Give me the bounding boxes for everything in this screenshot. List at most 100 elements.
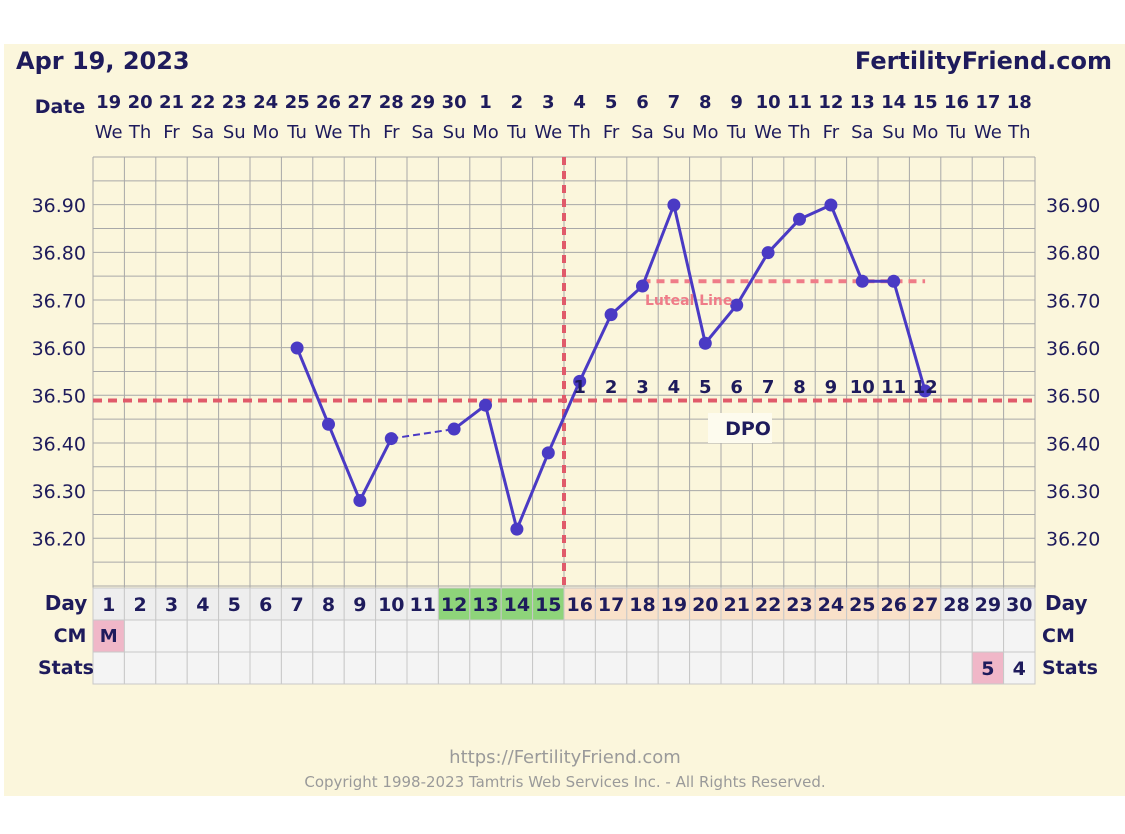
- stats-cell: [92, 651, 125, 685]
- day-cell: [469, 587, 502, 621]
- day-number: 13: [472, 594, 498, 616]
- temperature-point: [384, 432, 398, 446]
- weekday-label: Sa: [851, 122, 873, 143]
- y-tick-label-right: 36.20: [1046, 529, 1100, 551]
- stats-cell: [280, 651, 314, 685]
- dpo-numbers: 1 2 3 4 5 6 7 8 9 10 11 12: [573, 377, 937, 398]
- weekday-label: Mo: [252, 122, 279, 143]
- date-label: 4: [573, 92, 586, 113]
- y-tick-label-left: 36.70: [32, 290, 86, 312]
- dpo-number: 8: [793, 377, 806, 398]
- weekday-label: Sa: [411, 122, 433, 143]
- temperature-point: [636, 279, 649, 293]
- day-number: 19: [661, 594, 687, 616]
- weekday-label: Fr: [823, 122, 840, 143]
- day-number: 24: [818, 594, 844, 616]
- y-tick-label-left: 36.60: [32, 338, 86, 360]
- y-tick-label-left: 36.20: [32, 529, 86, 551]
- dpo-number: 1: [573, 377, 586, 398]
- day-cell: [92, 587, 125, 621]
- temperature-line-segment: [892, 280, 927, 392]
- weekday-label: We: [95, 122, 123, 143]
- date-label: 20: [128, 92, 153, 113]
- temperature-point: [290, 341, 304, 355]
- date-label: 30: [442, 92, 467, 113]
- stats-cell: [814, 651, 848, 685]
- cm-cell: [469, 619, 502, 653]
- day-number: 5: [228, 594, 241, 616]
- weekday-label: Th: [787, 122, 810, 143]
- temperature-line-segment: [327, 423, 362, 502]
- weekday-label: Su: [443, 122, 466, 143]
- cm-cell: [626, 619, 659, 653]
- cm-cell: [312, 619, 345, 653]
- date-label: 7: [668, 92, 681, 113]
- cm-cell: [532, 619, 565, 653]
- stats-cell: [312, 651, 345, 685]
- weekday-label: Th: [348, 122, 371, 143]
- day-number: 29: [975, 594, 1001, 616]
- weekday-label: Fr: [383, 122, 400, 143]
- day-number: 17: [598, 594, 624, 616]
- day-cell: [689, 587, 722, 621]
- temperature-point: [761, 246, 775, 260]
- luteal-line-label: Luteal Line: [645, 293, 732, 309]
- stats-cell: [1003, 651, 1036, 685]
- cm-cell: [249, 619, 282, 653]
- y-tick-label-right: 36.30: [1046, 481, 1100, 503]
- stats-cell: [846, 651, 879, 685]
- weekday-label: Mo: [692, 122, 719, 143]
- stats-cell: [500, 651, 534, 685]
- day-cell: [908, 587, 942, 621]
- cm-cell: [343, 619, 377, 653]
- cm-cell: [500, 619, 534, 653]
- day-number: 11: [409, 594, 435, 616]
- day-number: 14: [504, 594, 530, 616]
- dpo-number: 7: [762, 377, 775, 398]
- weekday-label: Th: [128, 122, 151, 143]
- day-number: 16: [566, 594, 592, 616]
- temperature-line-segment: [641, 204, 676, 287]
- day-number: 23: [786, 594, 812, 616]
- temperature-line-segment: [546, 380, 582, 454]
- weekday-label: Th: [1007, 122, 1030, 143]
- y-tick-label-right: 36.50: [1046, 386, 1100, 408]
- date-label: 13: [850, 92, 875, 113]
- cm-cell: [406, 619, 439, 653]
- temperature-point: [667, 198, 681, 212]
- day-cell: [846, 587, 879, 621]
- date-label: 21: [159, 92, 184, 113]
- weekday-label: Su: [662, 122, 685, 143]
- y-tick-label-left: 36.40: [32, 433, 86, 455]
- y-axis-right: 36.90 36.80 36.70 36.60 36.50 36.40 36.30 36.20: [1046, 195, 1100, 551]
- cm-cell: [940, 619, 973, 653]
- day-number: 20: [692, 594, 718, 616]
- weekday-label: Sa: [631, 122, 653, 143]
- date-label: 16: [944, 92, 969, 113]
- cm-cell: [814, 619, 848, 653]
- cm-row-label-right: CM: [1042, 625, 1075, 647]
- day-number: 10: [378, 594, 404, 616]
- stats-cell: [783, 651, 816, 685]
- temperature-point: [793, 212, 806, 226]
- date-row-label: Date: [35, 96, 86, 118]
- cm-cell: [186, 619, 220, 653]
- day-number: 7: [290, 594, 303, 616]
- cm-cell: [437, 619, 471, 653]
- date-label: 8: [699, 92, 712, 113]
- footer-copyright: Copyright 1998-2023 Tamtris Web Services…: [304, 773, 825, 791]
- temperature-line-segment: [578, 314, 613, 383]
- day-number: 26: [880, 594, 906, 616]
- temperature-point: [479, 398, 492, 412]
- stats-cell: [877, 651, 910, 685]
- temperature-series: [290, 198, 932, 536]
- temperature-line-segment: [515, 452, 550, 530]
- y-tick-label-left: 36.90: [32, 195, 86, 217]
- day-cell: [437, 587, 471, 621]
- day-cell: [783, 587, 816, 621]
- stats-cell: [155, 651, 188, 685]
- dpo-number: 5: [699, 377, 712, 398]
- footer-url[interactable]: https://FertilityFriend.com: [449, 747, 681, 768]
- temperature-line-segment: [295, 347, 330, 425]
- day-number: 18: [629, 594, 655, 616]
